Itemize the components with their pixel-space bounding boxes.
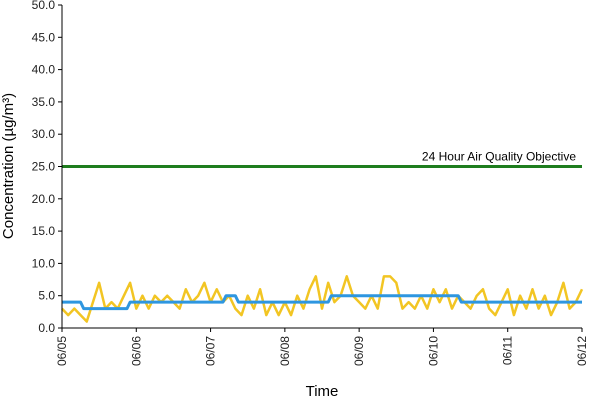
objective-label: 24 Hour Air Quality Objective (422, 150, 576, 164)
y-tick-label: 50.0 (32, 0, 56, 12)
x-tick-label: 06/06 (129, 336, 143, 366)
y-axis-title: Concentration (µg/m³) (0, 93, 17, 239)
x-tick-label: 06/12 (575, 336, 589, 366)
series-line-rolling (62, 294, 582, 311)
y-tick-label: 0.0 (38, 321, 55, 335)
y-tick-label: 5.0 (38, 289, 55, 303)
x-tick-label: 06/05 (55, 336, 69, 366)
y-tick-label: 10.0 (32, 256, 56, 270)
series-line-hourly (61, 275, 584, 323)
y-tick-label: 25.0 (32, 160, 56, 174)
series-layer (61, 275, 584, 323)
y-tick-label: 40.0 (32, 63, 56, 77)
x-axis-ticks: 06/05 06/06 06/07 06/08 06/09 06/10 06/11 06/12 (55, 328, 589, 366)
x-tick-label: 06/10 (426, 336, 440, 366)
x-tick-label: 06/09 (352, 336, 366, 366)
x-tick-label: 06/08 (278, 336, 292, 366)
x-tick-label: 06/07 (204, 336, 218, 366)
y-tick-label: 35.0 (32, 95, 56, 109)
x-axis-title: Time (306, 383, 339, 400)
x-tick-label: 06/11 (501, 336, 515, 365)
y-tick-label: 15.0 (32, 224, 56, 238)
y-tick-label: 30.0 (32, 127, 56, 141)
y-tick-label: 20.0 (32, 192, 56, 206)
y-tick-label: 45.0 (32, 30, 56, 44)
y-axis-ticks: 0.0 5.0 10.0 15.0 20.0 25.0 30.0 35.0 40.0 45.0 50… (32, 0, 62, 335)
